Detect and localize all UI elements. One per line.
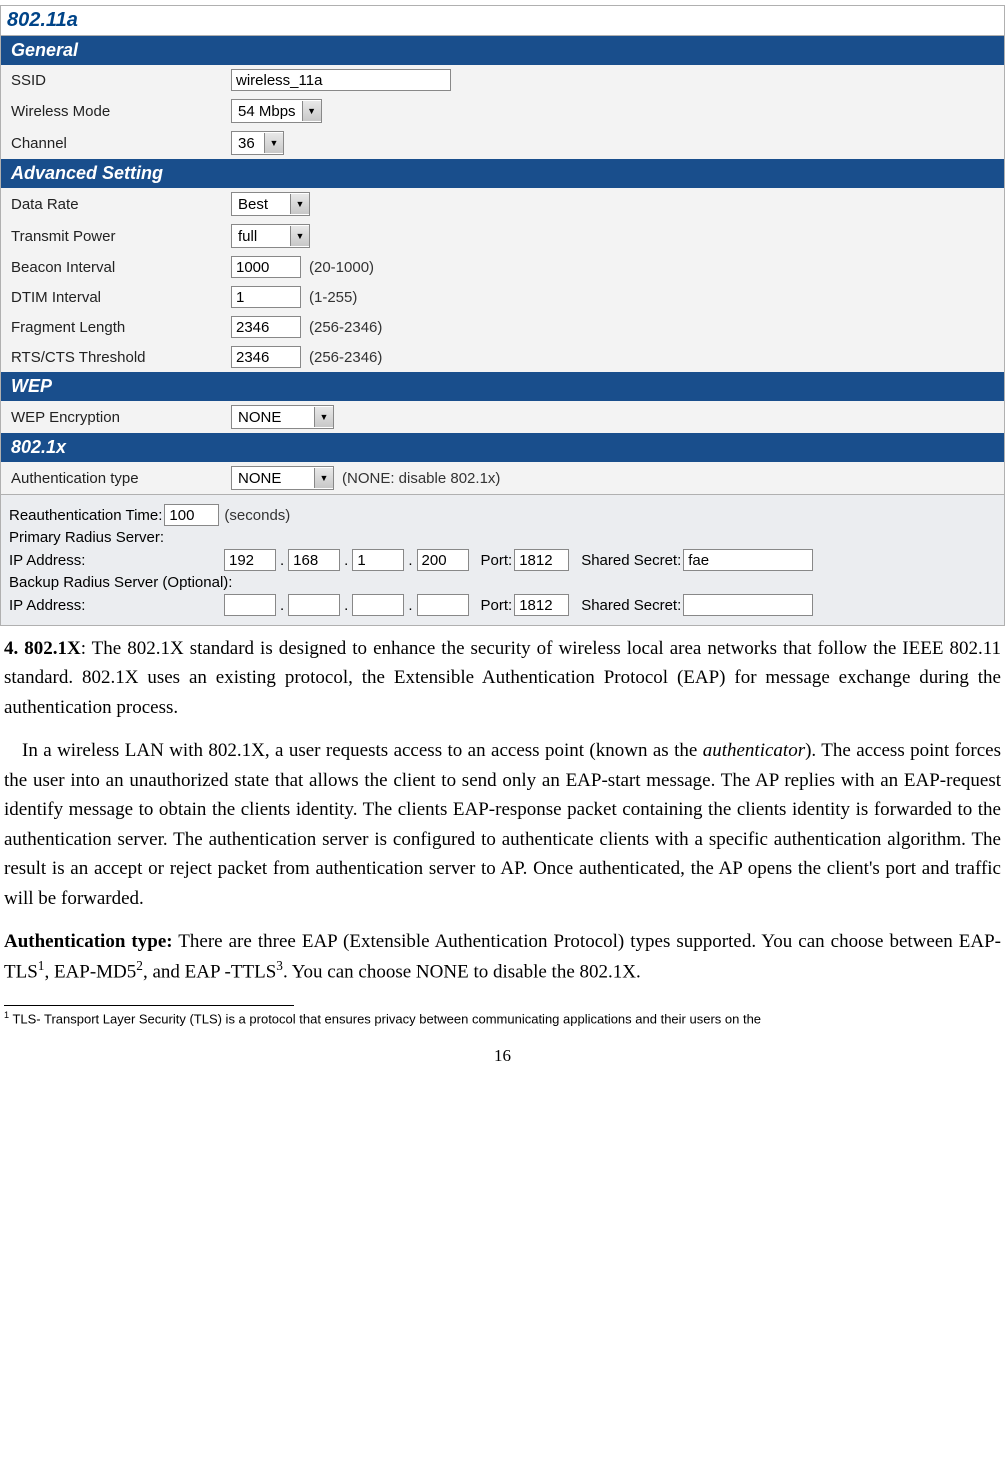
section-wep-header: WEP <box>1 372 1004 401</box>
footnote-1: 1 TLS- Transport Layer Security (TLS) is… <box>0 1010 1005 1026</box>
fragment-length-input[interactable] <box>231 316 301 338</box>
channel-value: 36 <box>232 135 264 152</box>
body-text: 4. 802.1X: The 802.1X standard is design… <box>0 634 1005 987</box>
label-auth-type: Authentication type <box>11 470 231 487</box>
backup-ip2-input[interactable] <box>288 594 340 616</box>
data-rate-select[interactable]: Best ▼ <box>231 192 310 216</box>
row-fragment-length: Fragment Length (256-2346) <box>1 312 1004 342</box>
label-transmit-power: Transmit Power <box>11 228 231 245</box>
label-port-primary: Port: <box>481 552 513 569</box>
wireless-mode-select[interactable]: 54 Mbps ▼ <box>231 99 322 123</box>
label-backup-radius: Backup Radius Server (Optional): <box>9 574 996 591</box>
primary-ip4-input[interactable] <box>417 549 469 571</box>
row-primary-radius: IP Address: . . . Port: Shared Secret: <box>9 549 996 571</box>
backup-ip4-input[interactable] <box>417 594 469 616</box>
label-data-rate: Data Rate <box>11 196 231 213</box>
label-wireless-mode: Wireless Mode <box>11 103 231 120</box>
dtim-interval-input[interactable] <box>231 286 301 308</box>
label-dtim-interval: DTIM Interval <box>11 289 231 306</box>
footnote-separator <box>4 1005 294 1006</box>
label-port-backup: Port: <box>481 597 513 614</box>
wireless-mode-value: 54 Mbps <box>232 103 302 120</box>
row-reauth-time: Reauthentication Time: (seconds) <box>9 504 996 526</box>
beacon-interval-input[interactable] <box>231 256 301 278</box>
label-ssid: SSID <box>11 72 231 89</box>
section-dot1x-header: 802.1x <box>1 433 1004 462</box>
backup-ip3-input[interactable] <box>352 594 404 616</box>
rts-cts-hint: (256-2346) <box>309 349 382 366</box>
chevron-down-icon: ▼ <box>290 226 309 246</box>
label-secret-primary: Shared Secret: <box>581 552 681 569</box>
chevron-down-icon: ▼ <box>264 133 283 153</box>
panel-title: 802.11a <box>1 6 1004 36</box>
label-rts-cts: RTS/CTS Threshold <box>11 349 231 366</box>
chevron-down-icon: ▼ <box>290 194 309 214</box>
row-transmit-power: Transmit Power full ▼ <box>1 220 1004 252</box>
transmit-power-select[interactable]: full ▼ <box>231 224 310 248</box>
row-rts-cts: RTS/CTS Threshold (256-2346) <box>1 342 1004 372</box>
row-ssid: SSID <box>1 65 1004 95</box>
backup-port-input[interactable] <box>514 594 569 616</box>
dtim-interval-hint: (1-255) <box>309 289 357 306</box>
auth-type-select[interactable]: NONE ▼ <box>231 466 334 490</box>
primary-ip3-input[interactable] <box>352 549 404 571</box>
backup-ip1-input[interactable] <box>224 594 276 616</box>
wep-encryption-select[interactable]: NONE ▼ <box>231 405 334 429</box>
label-wep-encryption: WEP Encryption <box>11 409 231 426</box>
paragraph-3: Authentication type: There are three EAP… <box>4 927 1001 987</box>
row-auth-type: Authentication type NONE ▼ (NONE: disabl… <box>1 462 1004 494</box>
paragraph-1: 4. 802.1X: The 802.1X standard is design… <box>4 634 1001 722</box>
label-ip-primary: IP Address: <box>9 552 224 569</box>
config-panel: 802.11a General SSID Wireless Mode 54 Mb… <box>0 5 1005 495</box>
page: 802.11a General SSID Wireless Mode 54 Mb… <box>0 5 1005 1096</box>
row-backup-radius: IP Address: . . . Port: Shared Secret: <box>9 594 996 616</box>
channel-select[interactable]: 36 ▼ <box>231 131 284 155</box>
beacon-interval-hint: (20-1000) <box>309 259 374 276</box>
data-rate-value: Best <box>232 196 290 213</box>
section-advanced-header: Advanced Setting <box>1 159 1004 188</box>
label-secret-backup: Shared Secret: <box>581 597 681 614</box>
label-fragment-length: Fragment Length <box>11 319 231 336</box>
auth-type-value: NONE <box>232 470 314 487</box>
row-beacon-interval: Beacon Interval (20-1000) <box>1 252 1004 282</box>
row-channel: Channel 36 ▼ <box>1 127 1004 159</box>
row-wireless-mode: Wireless Mode 54 Mbps ▼ <box>1 95 1004 127</box>
label-beacon-interval: Beacon Interval <box>11 259 231 276</box>
paragraph-2: In a wireless LAN with 802.1X, a user re… <box>4 736 1001 913</box>
row-dtim-interval: DTIM Interval (1-255) <box>1 282 1004 312</box>
radius-area: Reauthentication Time: (seconds) Primary… <box>0 495 1005 626</box>
primary-port-input[interactable] <box>514 549 569 571</box>
label-primary-radius: Primary Radius Server: <box>9 529 996 546</box>
primary-ip2-input[interactable] <box>288 549 340 571</box>
auth-type-hint: (NONE: disable 802.1x) <box>342 470 500 487</box>
chevron-down-icon: ▼ <box>302 101 321 121</box>
reauth-time-hint: (seconds) <box>224 507 290 524</box>
reauth-time-input[interactable] <box>164 504 219 526</box>
label-channel: Channel <box>11 135 231 152</box>
section-general-header: General <box>1 36 1004 65</box>
primary-ip1-input[interactable] <box>224 549 276 571</box>
label-ip-backup: IP Address: <box>9 597 224 614</box>
backup-secret-input[interactable] <box>683 594 813 616</box>
fragment-length-hint: (256-2346) <box>309 319 382 336</box>
ssid-input[interactable] <box>231 69 451 91</box>
row-data-rate: Data Rate Best ▼ <box>1 188 1004 220</box>
rts-cts-input[interactable] <box>231 346 301 368</box>
wep-encryption-value: NONE <box>232 409 314 426</box>
row-wep-encryption: WEP Encryption NONE ▼ <box>1 401 1004 433</box>
label-reauth-time: Reauthentication Time: <box>9 507 162 524</box>
page-number: 16 <box>0 1046 1005 1066</box>
primary-secret-input[interactable] <box>683 549 813 571</box>
chevron-down-icon: ▼ <box>314 407 333 427</box>
chevron-down-icon: ▼ <box>314 468 333 488</box>
transmit-power-value: full <box>232 228 290 245</box>
